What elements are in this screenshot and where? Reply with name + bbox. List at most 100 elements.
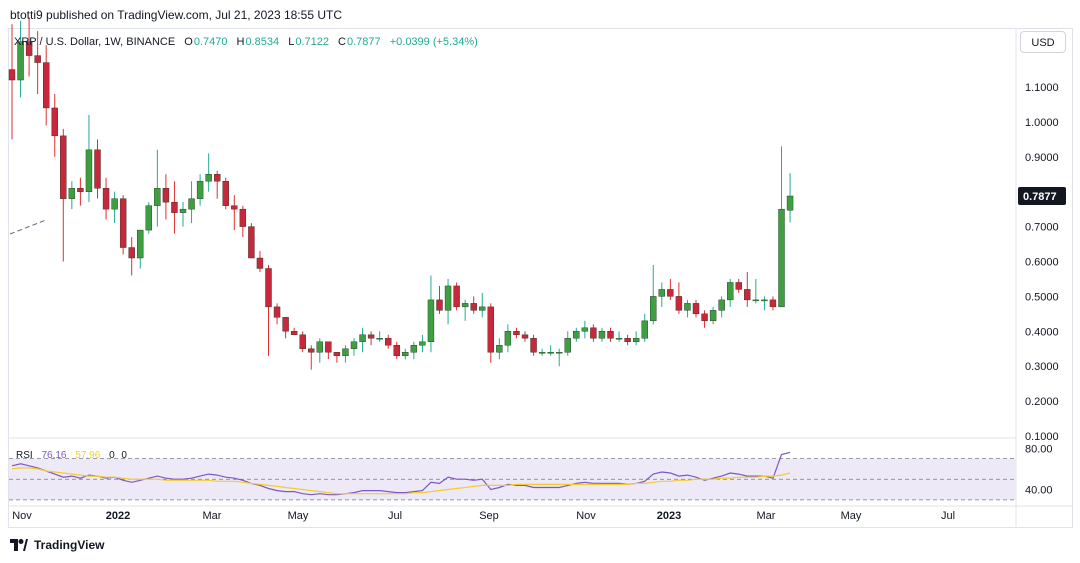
- candle-body[interactable]: [632, 338, 640, 342]
- candle-body[interactable]: [778, 208, 785, 308]
- candle-body[interactable]: [769, 299, 777, 308]
- candle-body[interactable]: [641, 320, 648, 339]
- candle-body[interactable]: [444, 285, 452, 311]
- close-value: 0.7877: [347, 36, 381, 48]
- candle-body[interactable]: [436, 299, 443, 311]
- candle-body[interactable]: [196, 181, 204, 199]
- candle-body[interactable]: [248, 226, 255, 259]
- candle-body[interactable]: [453, 285, 460, 308]
- candle-body[interactable]: [273, 306, 281, 318]
- candle-body[interactable]: [461, 303, 469, 308]
- candle-body[interactable]: [752, 299, 760, 302]
- candle-body[interactable]: [25, 41, 33, 56]
- candle-body[interactable]: [205, 174, 212, 182]
- candle-body[interactable]: [145, 205, 153, 231]
- candle-body[interactable]: [85, 149, 93, 192]
- candle-body[interactable]: [624, 338, 631, 342]
- candle-body[interactable]: [556, 352, 563, 354]
- candle-body[interactable]: [581, 327, 589, 332]
- candle-body[interactable]: [684, 303, 691, 311]
- candle-body[interactable]: [718, 299, 725, 311]
- candle-body[interactable]: [367, 334, 375, 339]
- candle-body[interactable]: [290, 331, 298, 335]
- candle-body[interactable]: [239, 208, 247, 227]
- candle-body[interactable]: [427, 299, 435, 342]
- candle-body[interactable]: [325, 341, 332, 353]
- candle-body[interactable]: [393, 345, 400, 356]
- trendline-drawing[interactable]: [9, 219, 47, 235]
- candle-body[interactable]: [137, 229, 144, 259]
- candle-body[interactable]: [43, 62, 50, 109]
- time-tick-label: Jul: [388, 510, 402, 522]
- candle-body[interactable]: [573, 331, 580, 339]
- candle-body[interactable]: [530, 338, 537, 353]
- candle-body[interactable]: [154, 188, 161, 206]
- candle-body[interactable]: [470, 303, 477, 311]
- candle-body[interactable]: [538, 352, 546, 354]
- candle-body[interactable]: [128, 247, 135, 259]
- candle-body[interactable]: [350, 341, 358, 349]
- tradingview-logo[interactable]: TradingView: [10, 538, 104, 552]
- candle-body[interactable]: [68, 188, 76, 199]
- candle-body[interactable]: [650, 296, 657, 322]
- candle-body[interactable]: [504, 331, 512, 346]
- candle-body[interactable]: [521, 334, 529, 339]
- candle-body[interactable]: [590, 327, 597, 339]
- candle-body[interactable]: [735, 282, 742, 290]
- candle-body[interactable]: [376, 338, 383, 340]
- candle-body[interactable]: [333, 352, 341, 356]
- candle-body[interactable]: [256, 257, 264, 269]
- candle-body[interactable]: [8, 69, 16, 81]
- candle-body[interactable]: [410, 345, 418, 353]
- candle-body[interactable]: [564, 338, 571, 353]
- candle-body[interactable]: [111, 198, 118, 210]
- candle-body[interactable]: [615, 338, 623, 340]
- candle-body[interactable]: [479, 306, 486, 311]
- candle-body[interactable]: [299, 334, 306, 349]
- candle-body[interactable]: [213, 174, 221, 182]
- candle-body[interactable]: [282, 317, 289, 332]
- currency-button[interactable]: USD: [1020, 31, 1066, 53]
- candle-body[interactable]: [607, 331, 614, 339]
- candle-body[interactable]: [701, 313, 708, 322]
- candle-body[interactable]: [231, 205, 238, 210]
- candle-body[interactable]: [727, 282, 734, 301]
- candle-body[interactable]: [359, 334, 366, 342]
- candle-body[interactable]: [385, 338, 392, 346]
- candle-body[interactable]: [667, 289, 674, 297]
- candle-body[interactable]: [598, 331, 606, 339]
- candle-body[interactable]: [222, 181, 229, 206]
- candle-body[interactable]: [162, 188, 170, 203]
- candle-body[interactable]: [744, 289, 751, 301]
- candle-body[interactable]: [419, 341, 426, 346]
- candle-body[interactable]: [402, 352, 409, 356]
- candle-body[interactable]: [675, 296, 683, 311]
- candle-body[interactable]: [709, 310, 717, 322]
- candle-body[interactable]: [77, 188, 84, 192]
- candle-body[interactable]: [487, 306, 494, 353]
- candle-body[interactable]: [102, 188, 110, 210]
- candle-body[interactable]: [179, 208, 187, 213]
- candle-body[interactable]: [496, 345, 503, 353]
- candle-body[interactable]: [188, 198, 195, 210]
- candle-body[interactable]: [658, 289, 665, 297]
- candle-body[interactable]: [308, 348, 315, 353]
- candle-body[interactable]: [60, 135, 67, 199]
- candle-body[interactable]: [692, 303, 700, 315]
- rsi-name[interactable]: RSI: [16, 450, 33, 461]
- candle-body[interactable]: [513, 331, 520, 335]
- candle-body[interactable]: [265, 268, 272, 308]
- candle-body[interactable]: [171, 201, 178, 213]
- candle-body[interactable]: [34, 55, 41, 63]
- candle-body[interactable]: [547, 352, 554, 354]
- candle-body[interactable]: [94, 149, 101, 189]
- candle-body[interactable]: [342, 348, 349, 356]
- candle-body[interactable]: [786, 195, 794, 211]
- candle-body[interactable]: [17, 41, 24, 81]
- candle-body[interactable]: [119, 198, 127, 248]
- symbol-title[interactable]: XRP / U.S. Dollar, 1W, BINANCE: [14, 36, 176, 48]
- candle-body[interactable]: [316, 341, 323, 353]
- candle-body[interactable]: [51, 107, 58, 137]
- candle-body[interactable]: [761, 299, 768, 302]
